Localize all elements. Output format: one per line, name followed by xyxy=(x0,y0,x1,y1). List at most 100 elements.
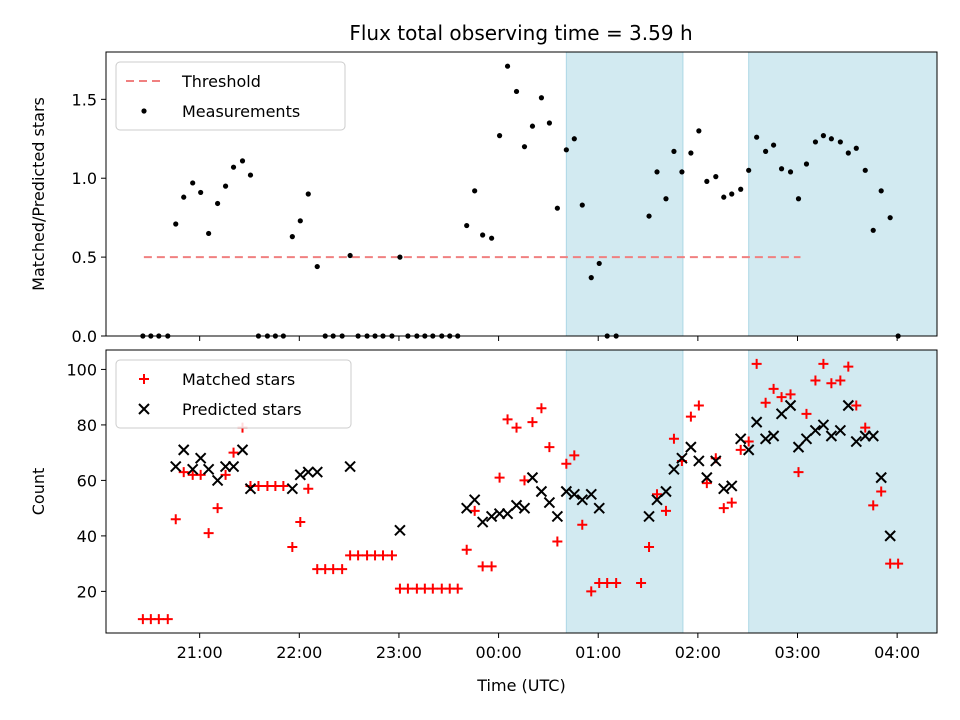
predicted-star-point xyxy=(693,455,705,467)
measurement-point xyxy=(563,147,569,153)
observing-window-shade xyxy=(748,51,938,337)
measurement-point xyxy=(795,196,802,202)
legend-box xyxy=(115,61,346,131)
x-tick-label: 03:00 xyxy=(774,643,820,662)
measurement-point xyxy=(828,136,834,142)
predicted-star-point xyxy=(718,483,730,495)
legend-measurement-swatch xyxy=(141,108,147,114)
matched-star-point xyxy=(303,483,314,494)
matched-star-point xyxy=(402,583,413,594)
matched-star-point xyxy=(693,400,704,411)
matched-star-point xyxy=(668,433,679,444)
measurement-point xyxy=(588,275,594,281)
measurement-point xyxy=(347,252,353,259)
measurement-point xyxy=(713,174,719,180)
matched-star-point xyxy=(760,397,771,408)
predicted-star-point xyxy=(476,516,489,528)
measurement-point xyxy=(853,145,859,151)
measurement-point xyxy=(770,142,777,148)
matched-star-point xyxy=(843,361,854,372)
measurement-point xyxy=(671,148,677,154)
predicted-star-point xyxy=(227,460,240,473)
matched-star-point xyxy=(685,411,696,422)
matched-star-point xyxy=(718,503,729,514)
predicted-star-point xyxy=(651,494,663,506)
matched-star-point xyxy=(527,417,538,428)
predicted-star-point xyxy=(767,430,780,442)
predicted-star-point xyxy=(660,485,672,498)
predicted-star-point xyxy=(568,488,581,500)
measurement-point xyxy=(480,232,486,238)
predicted-star-point xyxy=(817,419,830,431)
matched-star-point xyxy=(602,578,613,589)
measurement-point xyxy=(721,194,727,200)
measurement-point xyxy=(181,194,187,200)
measurement-point xyxy=(746,167,752,173)
matched-star-point xyxy=(743,436,754,447)
matched-star-point xyxy=(726,497,737,508)
measurement-point xyxy=(538,95,545,101)
predicted-star-point xyxy=(202,463,215,476)
measurement-point xyxy=(521,144,528,150)
matched-star-point xyxy=(577,519,588,530)
predicted-star-point xyxy=(676,452,688,464)
x-tick-label: 04:00 xyxy=(874,643,920,662)
matched-star-point xyxy=(561,458,572,469)
measurement-point xyxy=(820,133,827,139)
matched-star-point xyxy=(876,486,887,497)
measurement-point xyxy=(198,189,204,196)
observing-window-shade xyxy=(748,349,938,634)
matched-star-point xyxy=(278,480,289,491)
measurement-point xyxy=(305,191,311,197)
predicted-star-point xyxy=(685,441,697,453)
matched-star-point xyxy=(826,378,837,389)
matched-star-point xyxy=(502,414,513,425)
y-tick-label: 0.0 xyxy=(72,327,97,346)
predicted-star-point xyxy=(543,496,556,509)
predicted-star-point xyxy=(735,433,747,445)
matched-star-point xyxy=(378,550,388,561)
predicted-star-point xyxy=(884,530,896,542)
measurement-point xyxy=(222,183,229,189)
measurement-point xyxy=(754,134,760,140)
predicted-star-point xyxy=(194,452,207,464)
measurement-point xyxy=(663,196,669,202)
matched-star-point xyxy=(860,422,871,433)
plot-frame xyxy=(105,349,938,634)
measurement-point xyxy=(845,150,851,156)
predicted-star-point xyxy=(526,471,539,484)
x-tick-label: 22:00 xyxy=(276,643,322,662)
legend-label: Matched stars xyxy=(182,370,295,389)
matched-star-point xyxy=(810,375,821,386)
predicted-star-point xyxy=(668,463,680,476)
matched-star-point xyxy=(469,505,480,516)
predicted-star-point xyxy=(178,444,190,456)
measurement-point xyxy=(173,221,179,227)
measurement-point xyxy=(247,172,254,178)
y-tick-label: 60 xyxy=(77,471,97,490)
matched-star-point xyxy=(178,467,189,478)
matched-star-point xyxy=(511,422,522,433)
measurement-point xyxy=(763,148,769,154)
predicted-star-point xyxy=(302,466,314,478)
predicted-star-point xyxy=(344,460,356,473)
matched-star-point xyxy=(328,564,339,575)
predicted-star-point xyxy=(593,502,605,514)
predicted-star-point xyxy=(867,430,879,442)
predicted-star-point xyxy=(244,483,257,495)
matched-star-point xyxy=(494,472,505,483)
matched-star-point xyxy=(519,475,530,486)
measurement-point xyxy=(579,202,585,208)
matched-star-point xyxy=(544,442,555,453)
matched-star-point xyxy=(851,400,862,411)
measurement-point xyxy=(239,158,246,164)
matched-star-point xyxy=(818,358,829,369)
predicted-star-point xyxy=(710,455,722,467)
predicted-star-point xyxy=(643,510,655,523)
top-panel-ratio: 0.0 0.5 1.0 1.5 Matched/Predicted stars Thres… xyxy=(29,51,938,346)
measurement-point xyxy=(704,178,710,184)
matched-star-point xyxy=(228,447,239,458)
matched-star-point xyxy=(660,505,671,516)
legend-label: Threshold xyxy=(181,72,261,91)
matched-star-point xyxy=(735,444,746,455)
